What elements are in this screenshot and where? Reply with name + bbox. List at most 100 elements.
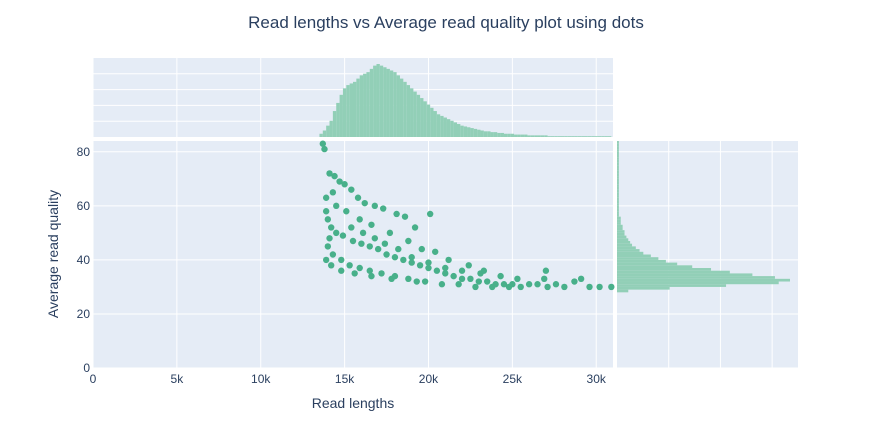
top-histogram-bar xyxy=(336,102,340,137)
top-histogram-bar xyxy=(520,134,525,137)
top-histogram-bar xyxy=(473,128,478,137)
scatter-point xyxy=(455,281,462,288)
axis-tick-labels: 0 5k 10k 15k 20k 25k 30k 0 20 40 60 80 xyxy=(77,145,607,386)
scatter-point xyxy=(383,251,390,258)
y-tick-label: 60 xyxy=(77,199,91,213)
right-histogram-bar xyxy=(617,143,619,147)
right-histogram-bar xyxy=(617,141,619,144)
top-histogram-bar xyxy=(329,120,333,137)
right-histogram-bar xyxy=(617,251,644,255)
y-axis-label: Average read quality xyxy=(45,190,61,318)
top-histogram-bar xyxy=(524,134,528,137)
top-histogram-bar xyxy=(480,130,484,137)
main-plot-background xyxy=(93,141,613,368)
scatter-point xyxy=(338,256,345,264)
top-histogram-bar xyxy=(483,131,488,137)
right-histogram-bar xyxy=(617,276,775,279)
right-histogram-bar xyxy=(617,219,621,223)
scatter-point xyxy=(505,283,513,291)
scatter-point xyxy=(408,254,415,261)
scatter-point xyxy=(324,243,332,250)
scatter-point xyxy=(497,272,504,280)
scatter-point xyxy=(405,237,412,245)
scatter-point xyxy=(356,216,363,223)
top-histogram-bar xyxy=(406,85,411,137)
top-histogram-bar xyxy=(342,88,347,137)
top-marginal-histogram xyxy=(319,64,612,137)
scatter-point xyxy=(319,140,327,147)
top-histogram-bar xyxy=(359,75,364,137)
scatter-point xyxy=(386,229,394,237)
right-histogram-bar xyxy=(617,189,619,193)
top-histogram-bar xyxy=(460,125,464,137)
scatter-point xyxy=(525,281,533,288)
right-histogram-bar xyxy=(617,235,627,239)
scatter-point xyxy=(329,189,337,196)
top-histogram-bar xyxy=(507,133,511,137)
top-histogram-bar xyxy=(322,130,327,137)
scatter-point xyxy=(425,259,432,266)
scatter-points xyxy=(319,140,615,291)
right-histogram-bar xyxy=(617,224,623,228)
right-histogram-bar xyxy=(617,284,727,287)
scatter-point xyxy=(343,208,350,215)
right-histogram-bar xyxy=(617,154,619,158)
scatter-point xyxy=(336,178,343,185)
scatter-point xyxy=(596,283,603,291)
top-histogram-bar xyxy=(463,126,468,137)
top-histogram-bar xyxy=(601,136,605,137)
top-histogram-bar xyxy=(527,135,531,137)
scatter-point xyxy=(322,194,330,201)
top-histogram-bar xyxy=(604,136,608,137)
top-histogram-bar xyxy=(577,136,582,137)
top-histogram-bar xyxy=(510,133,515,137)
scatter-point xyxy=(416,262,424,269)
scatter-point xyxy=(421,278,429,285)
top-histogram-bar xyxy=(470,128,474,137)
scatter-point xyxy=(489,283,496,291)
scatter-point xyxy=(371,202,379,210)
top-histogram-bar xyxy=(423,101,427,137)
scatter-point xyxy=(577,275,585,283)
top-histogram-bar xyxy=(534,135,538,137)
scatter-point xyxy=(408,259,415,266)
scatter-point xyxy=(339,232,347,239)
y-tick-label: 80 xyxy=(77,145,91,159)
scatter-point xyxy=(475,278,483,285)
scatter-point xyxy=(541,275,548,283)
scatter-point xyxy=(338,267,345,274)
grid-lines xyxy=(92,58,798,369)
top-histogram-bar xyxy=(332,111,337,137)
scatter-point xyxy=(517,283,524,291)
scatter-point xyxy=(333,202,340,210)
top-histogram-bar xyxy=(376,64,380,137)
top-histogram-bar xyxy=(443,117,447,137)
scatter-point xyxy=(388,275,395,283)
top-histogram-bar xyxy=(399,78,404,137)
scatter-point xyxy=(322,208,330,215)
top-histogram-bar xyxy=(571,136,575,137)
right-histogram-bar xyxy=(617,254,651,258)
top-histogram-bar xyxy=(393,72,397,137)
top-histogram-bar xyxy=(517,134,521,137)
x-tick-label: 5k xyxy=(171,372,185,386)
right-histogram-bar xyxy=(617,186,619,190)
scatter-point xyxy=(401,213,409,220)
scatter-point xyxy=(433,267,441,274)
top-histogram-bar xyxy=(426,104,431,137)
right-histogram-bar xyxy=(617,257,659,260)
top-histogram-bar xyxy=(564,136,568,137)
right-histogram-bar xyxy=(617,168,619,171)
scatter-point xyxy=(391,254,399,261)
scatter-point xyxy=(450,272,457,280)
scatter-point xyxy=(366,267,373,274)
top-histogram-bar xyxy=(413,91,417,137)
scatter-point xyxy=(361,199,368,207)
top-histogram-bar xyxy=(416,94,421,137)
right-histogram-bar xyxy=(617,200,619,204)
scatter-point xyxy=(348,186,355,193)
top-histogram-bar xyxy=(410,88,414,137)
scatter-point xyxy=(500,281,508,288)
